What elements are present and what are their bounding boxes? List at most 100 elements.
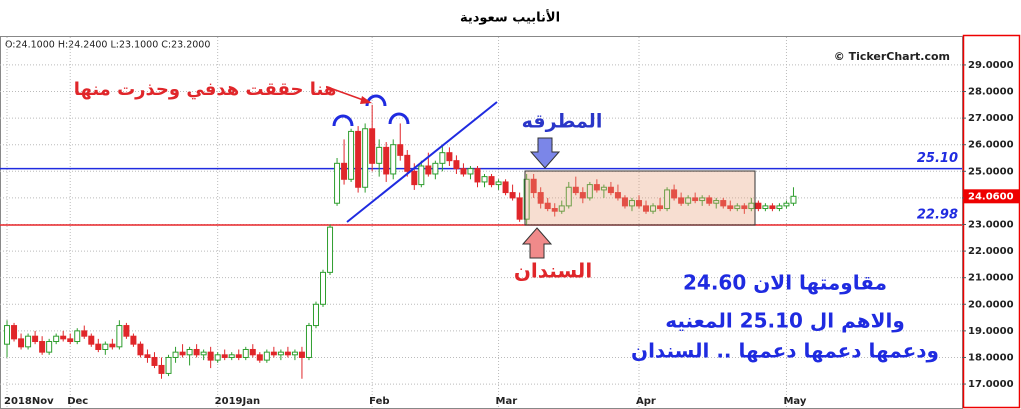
candle-body [671, 189, 678, 199]
candle-body [186, 348, 193, 356]
y-tick-label: 22.0000 [968, 246, 1014, 257]
candle-body [432, 162, 439, 175]
candle-body [123, 325, 130, 337]
y-tick-label: 17.0000 [968, 379, 1014, 390]
candle-body [762, 205, 769, 210]
candle-body [404, 154, 411, 172]
candle-body [102, 343, 109, 350]
candle-body [53, 335, 60, 343]
x-tick-label: Apr [636, 396, 656, 407]
price-tag-label: 24.0600 [968, 191, 1014, 202]
level-label: 22.98 [917, 208, 958, 223]
annotation: والاهم ال 25.10 المعنيه [665, 309, 905, 333]
candle-body [284, 351, 291, 356]
candle-body [551, 208, 558, 212]
candle-body [39, 341, 46, 353]
candle-body [509, 192, 516, 199]
candle-body [446, 152, 453, 162]
candle-body [579, 192, 586, 199]
axis-panel [962, 34, 1021, 409]
candle-body [116, 325, 123, 348]
annotation: مقاومتها الان 24.60 [683, 271, 887, 295]
candle-body [263, 351, 270, 361]
y-tick-label: 21.0000 [968, 273, 1014, 284]
candle-body [502, 181, 509, 194]
ohlc-header: O:24.1000 H:24.2400 L:23.1000 C:23.2000 [5, 40, 210, 51]
candle-body [362, 128, 369, 188]
candle-body [572, 186, 579, 194]
candle-body [460, 168, 467, 175]
candle-body [453, 160, 460, 170]
y-tick-label: 23.0000 [968, 219, 1014, 230]
candle-body [713, 200, 720, 204]
candle-body [600, 186, 607, 191]
x-tick-label: Dec [67, 396, 88, 407]
candle-body [11, 325, 18, 340]
candle-body [221, 354, 228, 358]
candle-body [46, 341, 53, 353]
y-tick-label: 20.0000 [968, 299, 1014, 310]
candle-body [320, 271, 327, 305]
candle-body [635, 200, 642, 207]
x-tick-label: Feb [369, 396, 389, 407]
candle-body [418, 165, 425, 186]
candle-body [790, 195, 797, 204]
candle-body [495, 181, 502, 186]
candle-body [74, 330, 81, 343]
candle-body [165, 356, 172, 374]
candle-body [516, 197, 523, 220]
candle-body [783, 202, 790, 207]
candle-body [109, 343, 116, 348]
candle-body [558, 205, 565, 212]
candle-body [628, 200, 635, 207]
pointer-head [360, 96, 372, 104]
candle-body [474, 168, 481, 183]
candle-body [530, 178, 537, 194]
candle-body [95, 343, 102, 350]
candle-body [235, 354, 242, 358]
candle-body [657, 205, 664, 210]
candle-body [607, 186, 614, 194]
annotation: السندان [514, 259, 592, 283]
source: © TickerChart.com [834, 50, 950, 63]
candle-body [193, 348, 200, 356]
y-tick-label: 25.0000 [968, 166, 1014, 177]
candle-body [727, 205, 734, 210]
candle-body [397, 144, 404, 156]
candle-body [544, 202, 551, 210]
candle-body [18, 338, 25, 348]
candle-body [706, 197, 713, 204]
candle-body [67, 338, 74, 343]
plot-layer: 17.0000 18.0000 19.0000 20.0000 21.0000 22.00… [0, 37, 1014, 408]
candle-body [25, 335, 32, 348]
y-tick-label: 18.0000 [968, 352, 1014, 363]
annotation: المطرقه [522, 111, 603, 133]
candle-body [256, 354, 263, 361]
arc [332, 114, 354, 127]
candle-body [60, 335, 67, 340]
candle-body [130, 335, 137, 345]
pointer [329, 87, 367, 102]
candle-body [179, 351, 186, 356]
candle-body [4, 325, 11, 345]
trend-line [346, 101, 498, 223]
candle-body [537, 192, 544, 204]
candle-body [242, 348, 249, 358]
candle-body [523, 178, 530, 220]
candle-body [214, 354, 221, 361]
candle-body [341, 162, 348, 180]
y-tick-label: 19.0000 [968, 326, 1014, 337]
candle-body [411, 170, 418, 186]
chart-title: الأنابيب سعودية [460, 9, 560, 26]
candle-body [692, 197, 699, 202]
candle-body [565, 186, 572, 207]
candle-body [741, 205, 748, 210]
candle-body [312, 303, 319, 327]
candle-body [137, 343, 144, 356]
candle-body [327, 226, 334, 273]
annotation: ودعمها دعمها دعمها .. السندان [631, 339, 939, 363]
candle-body [748, 202, 755, 210]
candle-body [720, 200, 727, 207]
